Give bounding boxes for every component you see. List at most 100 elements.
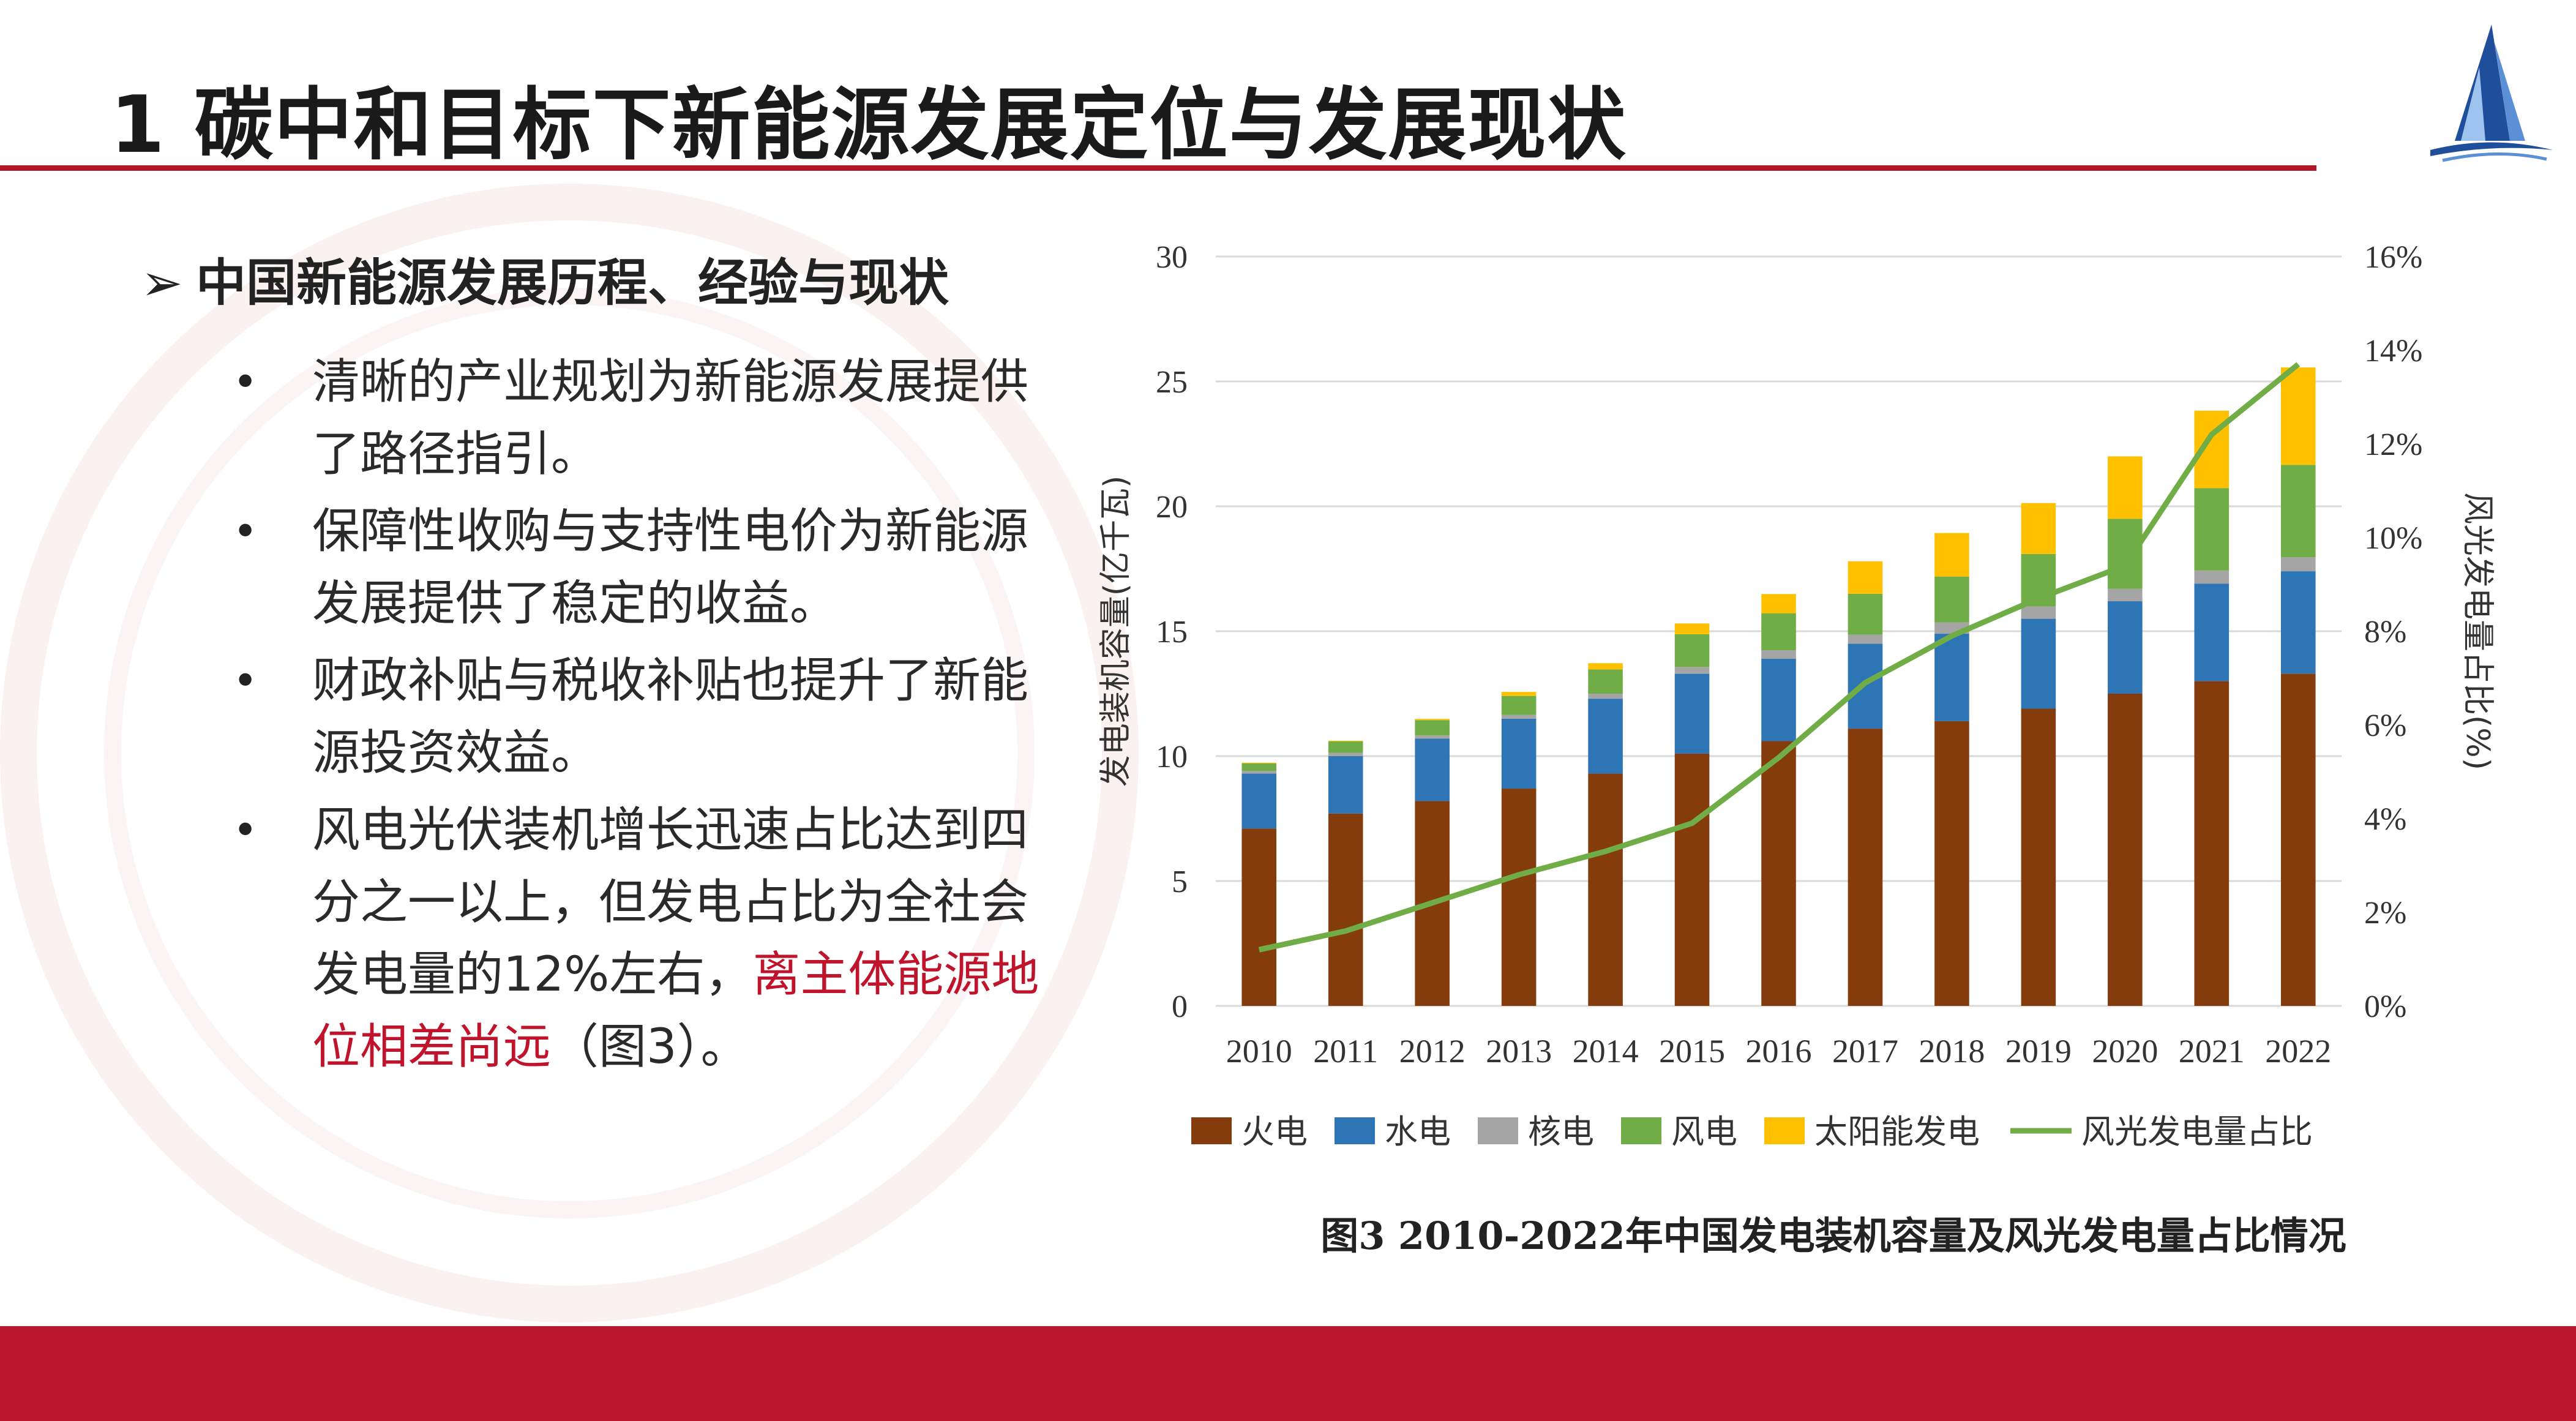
bar-segment — [1501, 789, 1537, 1006]
bullet-line: 风电光伏装机增长迅速占比达到四 — [312, 803, 1029, 858]
bar-segment — [1241, 773, 1277, 829]
arrow-bullet-icon: ➢ — [141, 254, 183, 312]
bar-segment — [2194, 570, 2230, 584]
bar-segment — [1761, 650, 1796, 659]
bar-segment — [1588, 669, 1623, 694]
bar-segment — [2108, 456, 2143, 519]
bar-segment — [2021, 606, 2056, 619]
bar-segment — [1674, 667, 1710, 674]
bullet-dot-icon: • — [233, 506, 258, 557]
bar-segment — [1761, 741, 1796, 1006]
x-tick-label: 2015 — [1659, 1033, 1725, 1070]
y2-tick-label: 16% — [2364, 240, 2422, 275]
bar-segment — [2194, 488, 2230, 571]
y2-tick-label: 2% — [2364, 896, 2406, 931]
bullet-dot-icon: • — [233, 805, 258, 855]
bar-segment — [1588, 699, 1623, 774]
bar-segment — [1761, 613, 1796, 651]
share-line — [1258, 362, 2301, 953]
bullet-item: • 财政补贴与税收补贴也提升了新能 源投资效益。 — [233, 645, 1090, 789]
bar-segment — [1674, 634, 1710, 667]
legend-label: 火电 — [1241, 1112, 1308, 1151]
legend-swatch — [1764, 1117, 1805, 1144]
bar-segment — [2108, 519, 2143, 589]
bar-segment — [1328, 752, 1363, 756]
bar-segment — [1241, 828, 1277, 1006]
bar-segment — [1848, 729, 1883, 1006]
legend-label: 水电 — [1385, 1112, 1451, 1151]
bar-segment — [1761, 594, 1796, 613]
x-tick-label: 2022 — [2265, 1033, 2331, 1070]
bar-segment — [1415, 738, 1450, 801]
legend-label: 太阳能发电 — [1814, 1112, 1980, 1151]
bar-segment — [1588, 694, 1623, 699]
bar-segment — [1934, 634, 1969, 721]
y-tick-label: 0 — [1172, 989, 1188, 1024]
x-tick-label: 2018 — [1919, 1033, 1985, 1070]
y-axis-label: 发电装机容量(亿千瓦) — [1098, 476, 1134, 787]
bullet-item: • 风电光伏装机增长迅速占比达到四 分之一以上，但发电占比为全社会 发电量的12… — [233, 794, 1090, 1083]
legend-swatch — [1478, 1117, 1518, 1144]
y-tick-label: 10 — [1156, 740, 1188, 774]
bullet-text: 发电量的12%左右， — [312, 947, 753, 1002]
y2-tick-label: 8% — [2364, 615, 2406, 650]
bullet-item: • 清晰的产业规划为新能源发展提供 了路径指引。 — [233, 346, 1090, 490]
bar-segment — [1848, 634, 1883, 644]
bar-segment — [1328, 756, 1363, 814]
legend-swatch — [1621, 1117, 1661, 1144]
bar-segment — [1415, 735, 1450, 739]
bar-segment — [1501, 718, 1537, 789]
y-tick-label: 15 — [1156, 615, 1188, 650]
figure-reference: （图3）。 — [551, 1019, 749, 1074]
bar-segment — [1501, 692, 1537, 696]
highlight-text: 位相差尚远 — [312, 1019, 552, 1074]
bullet-item: • 保障性收购与支持性电价为新能源 发展提供了稳定的收益。 — [233, 495, 1090, 640]
y-tick-label: 5 — [1172, 864, 1188, 899]
bullet-line: 财政补贴与税收补贴也提升了新能 — [312, 653, 1029, 708]
heading-text: 中国新能源发展历程、经验与现状 — [196, 254, 949, 312]
x-tick-label: 2016 — [1746, 1033, 1812, 1070]
y2-tick-label: 0% — [2364, 989, 2406, 1024]
bar-segment — [2280, 465, 2316, 558]
bar-segment — [1934, 721, 1969, 1006]
bar-segment — [2280, 571, 2316, 674]
bar-segment — [1415, 720, 1450, 736]
bullet-line: 源投资效益。 — [312, 725, 599, 781]
bullet-line: 清晰的产业规划为新能源发展提供 — [312, 354, 1029, 410]
x-tick-label: 2011 — [1313, 1033, 1378, 1070]
bar-segment — [2108, 601, 2143, 694]
bar-segment — [1588, 773, 1623, 1006]
legend-label: 核电 — [1528, 1112, 1594, 1151]
y-tick-label: 30 — [1156, 240, 1188, 275]
x-tick-label: 2012 — [1399, 1033, 1466, 1070]
bullet-dot-icon: • — [233, 357, 258, 407]
x-tick-label: 2010 — [1226, 1033, 1292, 1070]
title-divider — [0, 165, 2316, 171]
legend-label: 风光发电量占比 — [2081, 1112, 2313, 1151]
bar-segment — [1934, 576, 1969, 623]
legend-swatch — [1335, 1117, 1375, 1144]
x-tick-label: 2020 — [2092, 1033, 2158, 1070]
bar-segment — [1241, 763, 1277, 771]
bullet-line: 发展提供了稳定的收益。 — [312, 576, 838, 631]
bar-segment — [2280, 367, 2316, 465]
y-tick-label: 25 — [1156, 365, 1188, 400]
slide-title: 1 碳中和目标下新能源发展定位与发展现状 — [110, 80, 1627, 171]
bar-segment — [1934, 533, 1969, 577]
bullet-line: 位相差尚远（图3）。 — [312, 1011, 1090, 1083]
x-tick-label: 2014 — [1573, 1033, 1639, 1070]
bar-segment — [2021, 618, 2056, 709]
bar-segment — [1674, 673, 1710, 754]
y-tick-label: 20 — [1156, 490, 1188, 525]
bullet-line: 分之一以上，但发电占比为全社会 — [312, 875, 1029, 930]
bar-segment — [1501, 696, 1537, 715]
x-tick-label: 2021 — [2179, 1033, 2245, 1070]
legend-swatch — [1191, 1117, 1232, 1144]
bullet-line: 了路径指引。 — [312, 427, 599, 482]
bar-segment — [2021, 708, 2056, 1006]
bullet-line: 保障性收购与支持性电价为新能源 — [312, 504, 1029, 559]
bar-segment — [1328, 741, 1363, 753]
legend-label: 风电 — [1671, 1112, 1737, 1151]
highlight-text: 离主体能源地 — [752, 947, 1039, 1002]
